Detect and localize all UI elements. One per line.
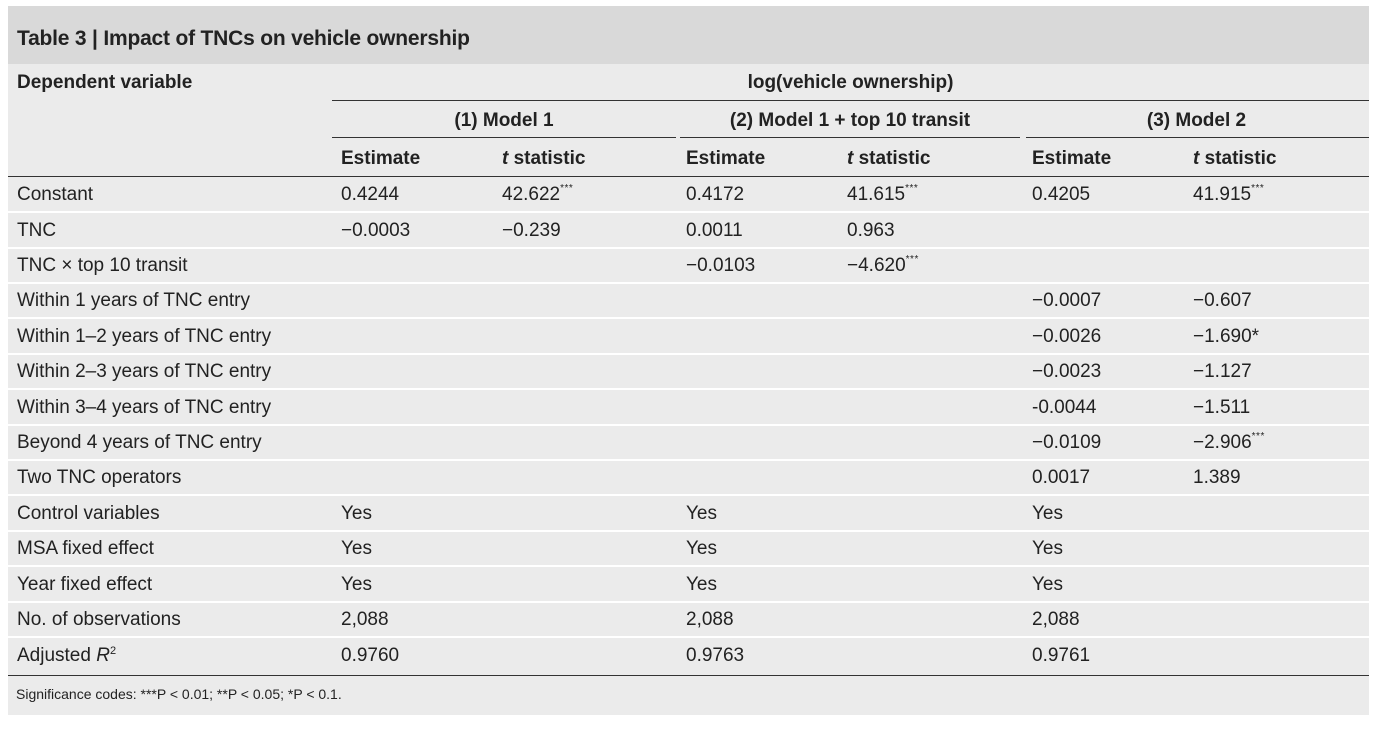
row-label: No. of observations [17, 609, 181, 630]
estimate-cell: Yes [1032, 538, 1063, 559]
rule-model-1 [332, 137, 676, 138]
t-statistic-cell: 0.963 [847, 220, 895, 241]
estimate-cell: −0.0007 [1032, 290, 1102, 311]
row-separator [8, 530, 1369, 532]
row-separator [8, 601, 1369, 603]
row-separator [8, 317, 1369, 319]
estimate-cell: 0.9760 [341, 645, 400, 666]
t-statistic-cell: 41.615*** [847, 183, 919, 206]
row-separator [8, 388, 1369, 390]
t-statistic-cell: −2.906*** [1193, 431, 1265, 454]
estimate-cell: 0.4244 [341, 184, 400, 205]
row-separator [8, 424, 1369, 426]
t-statistic-cell: −1.511 [1193, 397, 1251, 418]
model-3-header: (3) Model 2 [1146, 110, 1247, 131]
row-label: Within 1–2 years of TNC entry [17, 326, 272, 347]
estimate-header-1: Estimate [341, 148, 421, 169]
t-statistic-header-2: t statistic [847, 148, 931, 169]
row-label: Within 3–4 years of TNC entry [17, 397, 272, 418]
estimate-cell: −0.0023 [1032, 361, 1102, 382]
row-separator [8, 565, 1369, 567]
row-separator [8, 353, 1369, 355]
estimate-cell: Yes [1032, 503, 1063, 524]
model-1-header: (1) Model 1 [454, 110, 554, 131]
estimate-cell: −0.0103 [686, 255, 756, 276]
row-label: Beyond 4 years of TNC entry [17, 432, 262, 453]
estimate-cell: 0.9763 [686, 645, 745, 666]
t-statistic-header-1: t statistic [502, 148, 586, 169]
estimate-header-3: Estimate [1032, 148, 1112, 169]
estimate-cell: Yes [686, 538, 717, 559]
t-statistic-cell: 41.915*** [1193, 183, 1265, 206]
dependent-variable-name: log(vehicle ownership) [747, 72, 954, 93]
estimate-cell: 0.9761 [1032, 645, 1091, 666]
dependent-variable-label: Dependent variable [17, 72, 193, 93]
estimate-cell: Yes [686, 503, 717, 524]
t-statistic-cell: −0.239 [502, 220, 561, 241]
rule-model-2 [680, 137, 1020, 138]
row-separator [8, 636, 1369, 638]
t-statistic-cell: 42.622*** [502, 183, 574, 206]
model-2-header: (2) Model 1 + top 10 transit [729, 110, 971, 131]
estimate-cell: Yes [341, 538, 372, 559]
row-label: Year fixed effect [17, 574, 153, 595]
estimate-cell: Yes [1032, 574, 1063, 595]
rule-table-bottom [8, 675, 1369, 676]
estimate-cell: Yes [341, 503, 372, 524]
estimate-cell: −0.0026 [1032, 326, 1102, 347]
rule-header-bottom [8, 176, 1369, 177]
estimate-cell: 2,088 [341, 609, 389, 630]
estimate-cell: Yes [341, 574, 372, 595]
row-separator [8, 459, 1369, 461]
row-label: Within 1 years of TNC entry [17, 290, 251, 311]
significance-footnote: Significance codes: ***P < 0.01; **P < 0… [16, 686, 342, 702]
row-label: Constant [17, 184, 94, 205]
row-label: TNC [17, 220, 57, 241]
row-label: Two TNC operators [17, 467, 182, 488]
row-separator [8, 211, 1369, 213]
estimate-cell: 2,088 [686, 609, 734, 630]
estimate-cell: 0.0011 [686, 220, 743, 241]
row-separator [8, 247, 1369, 249]
t-statistic-header-3: t statistic [1193, 148, 1277, 169]
estimate-cell: −0.0109 [1032, 432, 1102, 453]
estimate-cell: Yes [686, 574, 717, 595]
estimate-cell: 0.4172 [686, 184, 745, 205]
t-statistic-cell: −1.690* [1193, 326, 1260, 347]
rule-model-3 [1026, 137, 1369, 138]
row-label: MSA fixed effect [17, 538, 154, 559]
rule-dependent-variable [332, 100, 1369, 101]
estimate-cell: -0.0044 [1032, 397, 1097, 418]
row-label: TNC × top 10 transit [17, 255, 188, 276]
estimate-cell: −0.0003 [341, 220, 411, 241]
t-statistic-cell: −4.620*** [847, 254, 919, 277]
estimate-cell: 0.4205 [1032, 184, 1091, 205]
t-statistic-cell: −0.607 [1193, 290, 1252, 311]
estimate-cell: 2,088 [1032, 609, 1080, 630]
row-label: Adjusted R2 [17, 645, 117, 666]
estimate-cell: 0.0017 [1032, 467, 1091, 488]
table-title: Table 3 | Impact of TNCs on vehicle owne… [17, 27, 470, 50]
table-title-bar: Table 3 | Impact of TNCs on vehicle owne… [8, 6, 1369, 64]
row-separator [8, 494, 1369, 496]
row-label: Control variables [17, 503, 160, 524]
t-statistic-cell: 1.389 [1193, 467, 1241, 488]
row-separator [8, 282, 1369, 284]
row-label: Within 2–3 years of TNC entry [17, 361, 272, 382]
t-statistic-cell: −1.127 [1193, 361, 1252, 382]
estimate-header-2: Estimate [686, 148, 766, 169]
table-panel: Table 3 | Impact of TNCs on vehicle owne… [8, 6, 1369, 715]
